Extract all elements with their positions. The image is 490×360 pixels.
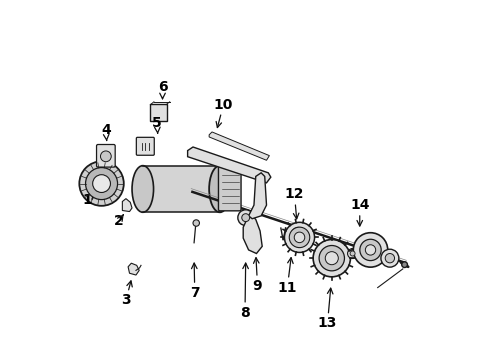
- Text: 5: 5: [152, 116, 162, 130]
- Polygon shape: [209, 132, 270, 160]
- Text: 7: 7: [190, 286, 199, 300]
- Circle shape: [242, 214, 250, 222]
- Circle shape: [79, 161, 124, 206]
- Text: 8: 8: [240, 306, 250, 320]
- Text: 3: 3: [121, 293, 131, 307]
- Circle shape: [287, 223, 309, 244]
- Circle shape: [238, 210, 254, 226]
- Circle shape: [402, 262, 408, 267]
- Circle shape: [347, 248, 358, 258]
- Circle shape: [292, 227, 304, 240]
- Text: 9: 9: [253, 279, 262, 293]
- Polygon shape: [128, 263, 139, 275]
- Text: 12: 12: [285, 187, 304, 201]
- Polygon shape: [248, 173, 267, 219]
- FancyBboxPatch shape: [136, 137, 154, 155]
- Text: 4: 4: [101, 123, 111, 137]
- Circle shape: [93, 175, 110, 193]
- Circle shape: [86, 167, 118, 199]
- FancyBboxPatch shape: [97, 144, 115, 167]
- Circle shape: [294, 232, 305, 243]
- Text: 13: 13: [318, 316, 337, 330]
- Circle shape: [319, 246, 344, 271]
- Text: 1: 1: [82, 193, 92, 207]
- FancyBboxPatch shape: [143, 166, 220, 212]
- Text: 6: 6: [158, 80, 167, 94]
- Text: 2: 2: [114, 214, 123, 228]
- Text: 11: 11: [277, 280, 297, 294]
- Circle shape: [325, 252, 338, 265]
- Circle shape: [385, 253, 394, 263]
- Polygon shape: [122, 199, 132, 212]
- Circle shape: [313, 239, 350, 277]
- FancyBboxPatch shape: [219, 167, 241, 211]
- Circle shape: [193, 220, 199, 226]
- Polygon shape: [188, 147, 271, 183]
- Circle shape: [289, 227, 310, 248]
- Polygon shape: [243, 216, 262, 253]
- Circle shape: [381, 249, 399, 267]
- Circle shape: [360, 239, 381, 261]
- Text: 10: 10: [214, 98, 233, 112]
- Circle shape: [285, 222, 315, 252]
- Circle shape: [366, 245, 376, 255]
- FancyBboxPatch shape: [149, 104, 167, 121]
- Ellipse shape: [132, 166, 153, 212]
- Circle shape: [353, 233, 388, 267]
- Text: 14: 14: [350, 198, 369, 212]
- Circle shape: [100, 151, 111, 162]
- Circle shape: [350, 251, 355, 256]
- Ellipse shape: [209, 166, 231, 212]
